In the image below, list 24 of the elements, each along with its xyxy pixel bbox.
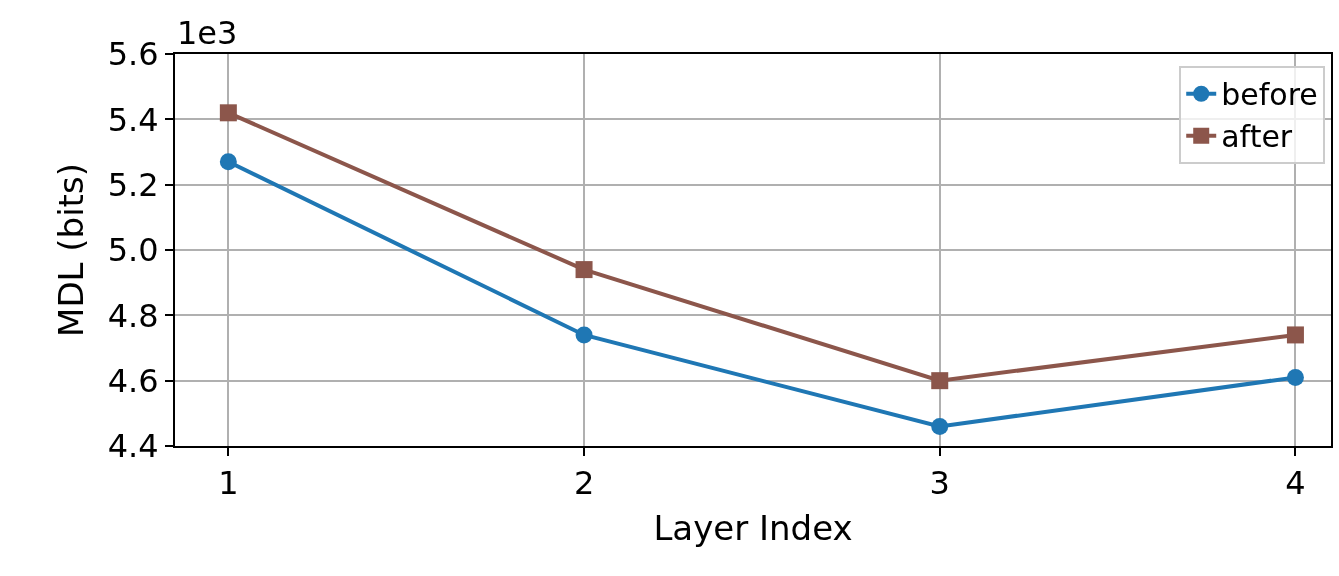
y-tick-label: 5.4: [107, 100, 159, 139]
point: [931, 417, 949, 435]
x-axis-title: Layer Index: [653, 508, 853, 549]
point: [219, 104, 237, 122]
x-tick-label: 2: [573, 464, 595, 503]
x-tick-label: 4: [1285, 464, 1306, 503]
point: [575, 261, 593, 279]
point: [1286, 368, 1304, 386]
y-tick-label: 4.6: [107, 361, 159, 400]
y-tick-label: 5.6: [107, 35, 159, 74]
y-tick-label: 5.0: [107, 231, 159, 270]
text: 1e3: [177, 14, 238, 52]
point: [575, 326, 593, 344]
x-tick-label: 1: [218, 464, 239, 503]
y-tick-label: 4.8: [107, 296, 159, 335]
point: [1286, 326, 1304, 344]
x-tick-label: 3: [929, 464, 950, 503]
point: [931, 372, 949, 390]
point: [219, 153, 237, 171]
y-tick-label: 4.4: [107, 427, 159, 466]
legend-label: after: [1221, 119, 1293, 155]
y-tick-label: 5.2: [107, 165, 159, 204]
y-axis-title: MDL (bits): [50, 163, 91, 337]
legend-label: before: [1221, 77, 1318, 113]
